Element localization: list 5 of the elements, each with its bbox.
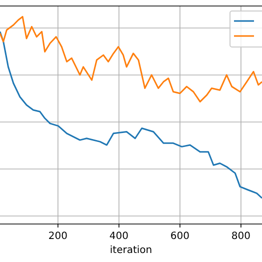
- x-axis-title: iteration: [110, 245, 152, 256]
- x-tick-label: 400: [109, 231, 128, 242]
- x-tick-label: 600: [170, 231, 190, 242]
- x-tick-label: 800: [231, 231, 250, 242]
- x-tick-label: 200: [48, 231, 68, 242]
